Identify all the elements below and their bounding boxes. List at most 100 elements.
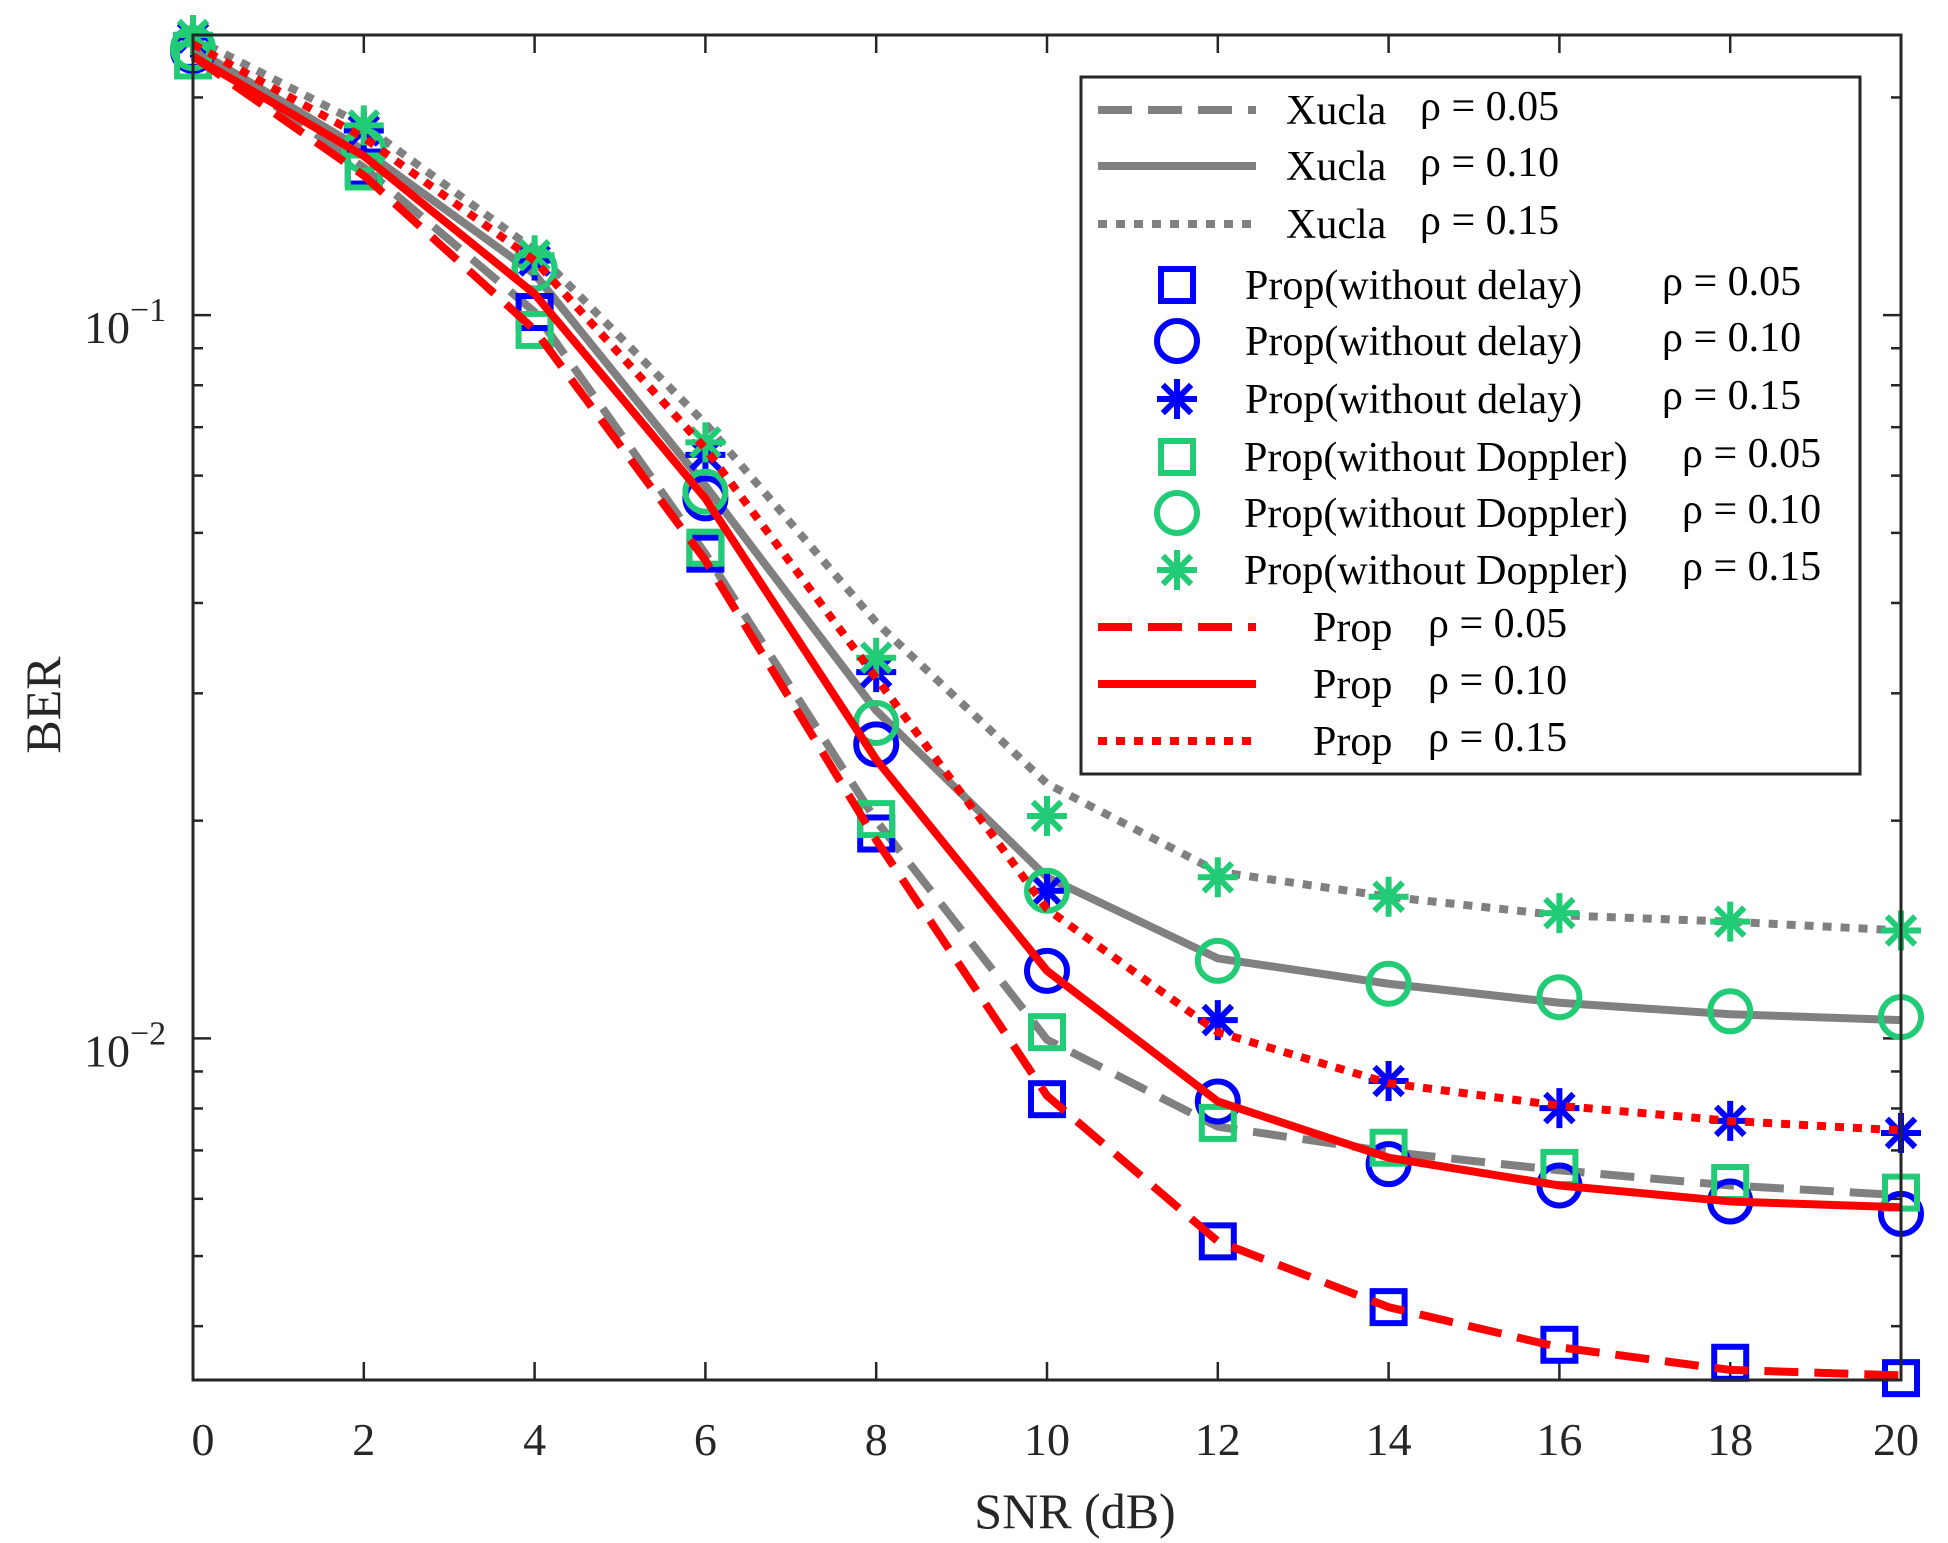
data-point-8-7: [1368, 876, 1409, 917]
legend-label: Prop(without Doppler): [1244, 435, 1628, 481]
data-point-8-9: [1710, 901, 1751, 942]
data-point-8-2: [514, 235, 555, 276]
x-tick-label: 4: [523, 1414, 546, 1465]
x-tick-label: 10: [1024, 1414, 1070, 1465]
data-point-8-6: [1197, 857, 1238, 898]
legend-rho: ρ = 0.10: [1420, 140, 1559, 186]
data-point-4-5: [1024, 947, 1070, 994]
legend-item: Prop ρ = 0.15: [1098, 715, 1567, 765]
legend-label: Prop(without delay): [1245, 377, 1582, 423]
legend-item: Xucla ρ = 0.10: [1098, 140, 1559, 190]
axis-ticks: [191, 35, 1903, 1380]
star-spoke: [1030, 799, 1064, 833]
x-tick-label: 0: [192, 1414, 215, 1465]
star-spoke: [1160, 382, 1194, 416]
data-point-8-1: [343, 105, 384, 146]
data-point-7-7: [1365, 960, 1412, 1007]
legend-rho: ρ = 0.15: [1420, 198, 1559, 244]
legend-rho: ρ = 0.15: [1428, 715, 1567, 761]
legend-box: [1079, 75, 1862, 776]
data-point-7-9: [1707, 988, 1754, 1035]
y-tick-label: 10−2: [84, 1015, 166, 1076]
legend-rho: ρ = 0.10: [1682, 487, 1821, 533]
plot-lines: [190, 40, 1902, 1380]
plot-frame: [191, 33, 1903, 1382]
data-point-8-4: [856, 637, 897, 678]
legend-rho: ρ = 0.15: [1662, 373, 1801, 419]
data-point-3-6: [1198, 1222, 1237, 1261]
legend-label: Xucla: [1286, 144, 1387, 190]
series-line-10: [190, 52, 1902, 1212]
legend-item: Xucla ρ = 0.15: [1098, 198, 1559, 248]
x-tick-label: 2: [352, 1414, 375, 1465]
y-tick-labels: 10−110−2: [84, 292, 166, 1076]
legend-rho: ρ = 0.15: [1682, 544, 1821, 590]
data-point-8-5: [1027, 795, 1067, 836]
data-point-7-3: [682, 468, 729, 515]
legend-label: Prop: [1313, 605, 1392, 651]
star-spoke: [1543, 1091, 1576, 1125]
legend-item: Prop(without delay) ρ = 0.15: [1157, 373, 1801, 423]
legend-marker-square: [1158, 266, 1196, 304]
data-point-8-3: [685, 422, 726, 463]
legend-marker-square: [1158, 438, 1196, 476]
x-tick-label: 12: [1195, 1414, 1241, 1465]
x-axis-label: SNR (dB): [974, 1483, 1175, 1539]
star-spoke: [1160, 553, 1194, 587]
legend-label: Prop(without Doppler): [1244, 548, 1628, 594]
star-spoke: [1713, 905, 1747, 938]
y-axis-label: BER: [15, 656, 71, 754]
star-spoke: [1543, 896, 1576, 930]
data-point-7-5: [1024, 867, 1070, 914]
legend-item: Prop(without delay) ρ = 0.10: [1154, 315, 1801, 365]
legend-item: Prop(without Doppler) ρ = 0.15: [1157, 544, 1821, 594]
legend-rho: ρ = 0.10: [1662, 315, 1801, 361]
legend-item: Prop(without Doppler) ρ = 0.05: [1158, 431, 1821, 481]
star-spoke: [689, 426, 722, 459]
y-tick-base: 10: [84, 1025, 130, 1076]
legend-label: Xucla: [1286, 202, 1387, 248]
legend-marker-star: [1157, 550, 1197, 590]
x-tick-label: 6: [694, 1414, 717, 1465]
data-point-6-7: [1369, 1128, 1408, 1167]
legend-item: Prop ρ = 0.05: [1098, 601, 1567, 651]
x-tick-label: 20: [1873, 1414, 1919, 1465]
data-point-8-8: [1539, 893, 1580, 934]
legend-marker-star: [1157, 379, 1197, 419]
x-tick-label: 18: [1707, 1414, 1753, 1465]
legend-label: Xucla: [1286, 88, 1387, 134]
legend-item: Xucla ρ = 0.05: [1098, 84, 1559, 134]
data-point-4-6: [1194, 1078, 1241, 1125]
legend-item: Prop ρ = 0.10: [1098, 658, 1567, 708]
star-spoke: [1201, 1003, 1235, 1037]
legend-rho: ρ = 0.05: [1420, 84, 1559, 130]
series-line-9: [190, 53, 1902, 1380]
legend-marker-circle: [1154, 490, 1200, 536]
x-tick-labels: 0 2 4 6 8 10 12 14 16 18 20: [192, 1414, 1920, 1465]
y-tick-exponent: −2: [130, 1015, 166, 1052]
legend-label: Prop: [1313, 662, 1392, 708]
star-spoke: [859, 641, 893, 674]
star-spoke: [1201, 861, 1235, 894]
data-point-6-2: [515, 310, 554, 349]
data-point-6-5: [1028, 1013, 1066, 1052]
x-tick-label: 8: [865, 1414, 888, 1465]
y-tick-base: 10: [84, 302, 130, 353]
data-point-6-6: [1198, 1103, 1237, 1142]
legend-item: Prop(without delay) ρ = 0.05: [1158, 259, 1801, 309]
series-line-11: [191, 40, 1902, 1135]
legend-item: Prop(without Doppler) ρ = 0.10: [1154, 487, 1821, 537]
legend-rho: ρ = 0.05: [1662, 259, 1801, 305]
y-tick-label: 10−1: [84, 292, 166, 353]
series-line-0: [190, 44, 1902, 1200]
legend-marker-circle: [1154, 318, 1200, 364]
legend-label: Prop(without delay): [1245, 319, 1582, 365]
legend-label: Prop(without delay): [1245, 263, 1582, 309]
data-point-7-6: [1194, 937, 1241, 984]
data-point-7-8: [1536, 974, 1583, 1021]
legend-rho: ρ = 0.05: [1682, 431, 1821, 477]
legend-rho: ρ = 0.10: [1428, 658, 1567, 704]
x-tick-label: 14: [1366, 1414, 1412, 1465]
